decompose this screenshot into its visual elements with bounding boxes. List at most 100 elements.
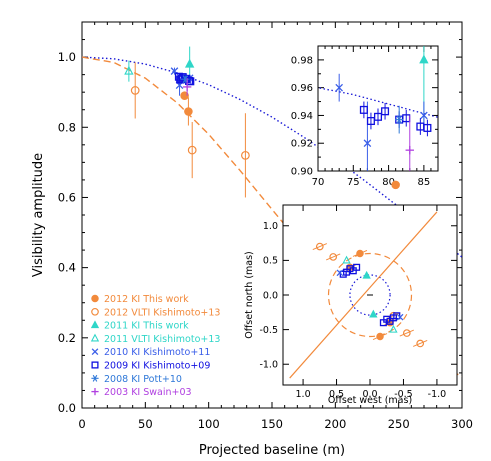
x-tick-label: 300 xyxy=(451,417,473,431)
marker-open-square xyxy=(359,105,368,114)
marker-filled-circle xyxy=(184,107,193,116)
uv-point xyxy=(342,255,351,264)
marker-open-square xyxy=(373,112,383,121)
data-point xyxy=(187,145,197,155)
marker-open-triangle xyxy=(389,324,398,333)
marker-open-triangle xyxy=(124,65,134,75)
marker-open-circle xyxy=(187,145,197,155)
y-tick-label: 0.0 xyxy=(58,401,76,415)
uv-model-ring-inner xyxy=(349,274,391,316)
x-tick-label: 75 xyxy=(347,177,360,188)
marker-filled-triangle xyxy=(362,270,371,279)
legend-marker xyxy=(91,388,99,396)
x-tick-label: 85 xyxy=(418,177,431,188)
marker-filled-circle xyxy=(391,180,400,190)
uv-point xyxy=(416,339,425,348)
uv-model-ring-outer xyxy=(327,252,413,338)
y-tick-label: 0.96 xyxy=(291,83,313,94)
main-data-points xyxy=(124,46,250,198)
inset-data-point xyxy=(363,139,372,148)
legend-marker xyxy=(91,361,99,369)
data-point xyxy=(184,107,193,116)
legend-marker xyxy=(90,320,100,329)
data-point xyxy=(182,82,192,92)
marker-filled-circle xyxy=(180,91,189,100)
data-point xyxy=(241,150,250,160)
marker-open-circle xyxy=(241,150,250,160)
marker-open-circle xyxy=(416,339,425,348)
legend-label: 2011 KI This work xyxy=(104,321,189,332)
data-point xyxy=(130,86,140,95)
marker-open-square xyxy=(423,123,432,132)
uv-point xyxy=(329,253,338,261)
marker-asterisk-stroke xyxy=(182,75,188,84)
x-tick-label: -1.0 xyxy=(428,389,447,400)
marker-x-stroke xyxy=(396,313,404,321)
uv-point xyxy=(396,313,404,321)
inset-data-point xyxy=(373,112,383,121)
uv-point xyxy=(315,242,324,251)
uv-position-angle-line xyxy=(289,211,438,379)
x-tick-label: 0.5 xyxy=(329,389,344,400)
uv-point xyxy=(362,270,371,279)
inset-data-point xyxy=(394,115,404,124)
data-point xyxy=(124,65,134,75)
marker-x-stroke xyxy=(420,111,428,120)
marker-open-triangle xyxy=(342,255,351,264)
marker-open-circle xyxy=(402,329,411,337)
x-tick-label: 0 xyxy=(78,417,85,431)
x-tick-label: -0.5 xyxy=(394,389,413,400)
marker-asterisk-stroke xyxy=(92,374,98,382)
x-tick-label: 70 xyxy=(312,177,325,188)
legend-label: 2010 KI Kishimoto+11 xyxy=(104,347,210,358)
marker-x-stroke xyxy=(335,83,343,92)
legend-marker xyxy=(91,348,99,356)
inset-zoom-axis-ticks: 70 75 80 85 0.90 0.92 0.94 0.96 0.98 xyxy=(291,46,438,188)
legend-label: 2011 VLTI Kishimoto+13 xyxy=(104,334,220,345)
uv-point xyxy=(389,324,398,333)
uv-error-bar xyxy=(413,340,428,347)
uv-error-bar xyxy=(326,253,341,261)
inset-data-point xyxy=(405,145,414,155)
marker-open-circle xyxy=(329,253,338,261)
marker-open-circle xyxy=(91,307,99,316)
marker-filled-circle xyxy=(91,294,99,303)
y-tick-label: 0.94 xyxy=(291,111,313,122)
y-tick-label: 0.0 xyxy=(263,290,278,301)
inset-data-point xyxy=(381,107,390,116)
y-tick-label: 0.5 xyxy=(263,256,278,267)
x-tick-label: 100 xyxy=(198,417,220,431)
marker-filled-circle xyxy=(376,332,384,341)
legend: 2012 KI This work 2012 VLTI Kishimoto+13 2… xyxy=(90,294,220,398)
marker-filled-circle xyxy=(356,249,364,258)
inset-uv-y-label: Offset north (mas) xyxy=(244,251,255,339)
y-axis-label: Visibility amplitude xyxy=(31,153,46,277)
inset-data-point xyxy=(359,105,368,114)
legend-label: 2008 KI Pott+10 xyxy=(104,374,182,385)
marker-open-circle xyxy=(315,242,324,251)
legend-marker xyxy=(91,374,99,382)
inset-uv-content xyxy=(289,211,438,379)
marker-filled-triangle xyxy=(419,54,429,64)
inset-uv-x-label: Offset west (mas) xyxy=(328,395,412,406)
legend-label: 2012 VLTI Kishimoto+13 xyxy=(104,307,220,318)
legend-marker xyxy=(91,307,99,316)
inset-zoom-data-points xyxy=(335,46,432,190)
x-tick-label: 250 xyxy=(388,417,410,431)
y-tick-label: 1.0 xyxy=(263,221,278,232)
x-axis-label: Projected baseline (m) xyxy=(199,443,345,458)
x-tick-label: 200 xyxy=(324,417,346,431)
x-tick-label: 0.0 xyxy=(362,389,377,400)
x-tick-label: 150 xyxy=(261,417,283,431)
main-axis-ticks: 0 50 100 150 200 250 300 0.0 0.2 0.4 0.6 0.8 1.0 xyxy=(58,22,473,431)
main-plot: 0 50 100 150 200 250 300 0.0 0.2 0.4 0.6 0.8 1.0 Pro… xyxy=(31,21,473,458)
uv-error-bar xyxy=(312,243,327,250)
y-tick-label: 0.2 xyxy=(58,331,76,345)
marker-x-stroke xyxy=(91,348,99,356)
y-tick-label: 0.4 xyxy=(58,261,76,275)
inset-data-point xyxy=(366,116,375,126)
inset-baseline-zoom: 70 75 80 85 0.90 0.92 0.94 0.96 0.98 xyxy=(291,45,439,190)
y-tick-label: -0.5 xyxy=(259,325,278,336)
y-tick-label: 0.98 xyxy=(291,55,313,66)
